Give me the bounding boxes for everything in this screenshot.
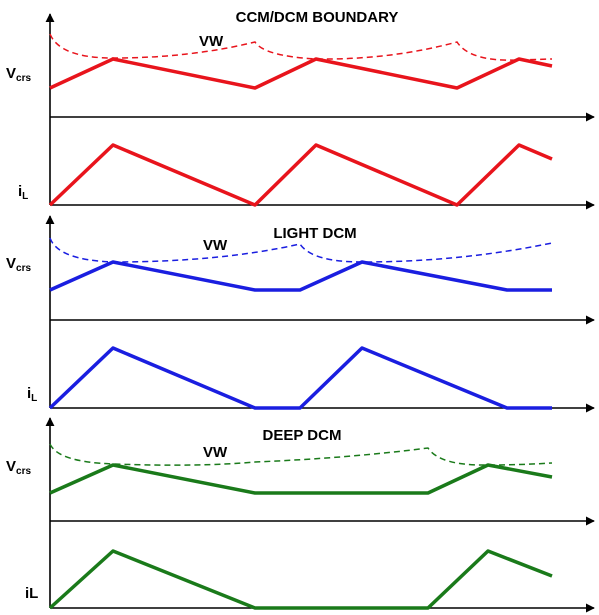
panel-title: DEEP DCM	[263, 427, 342, 444]
panel-title: LIGHT DCM	[273, 225, 356, 242]
panel-ccm-dcm-boundary: CCM/DCM BOUNDARY VW Vcrs iL	[6, 9, 595, 210]
vcrs-waveform	[49, 57, 553, 90]
vcrs-label: Vcrs	[6, 458, 31, 477]
vcrs-waveform	[49, 260, 552, 292]
il-waveform	[48, 346, 552, 410]
vw-label: VW	[203, 444, 228, 461]
vw-waveform	[49, 443, 553, 466]
vw-label: VW	[199, 33, 224, 50]
vw-label: VW	[203, 237, 228, 254]
vcrs-label: Vcrs	[6, 255, 31, 274]
panel-title: CCM/DCM BOUNDARY	[236, 9, 399, 26]
il-waveform	[48, 143, 553, 207]
vcrs-label: Vcrs	[6, 65, 31, 84]
il-waveform	[48, 549, 553, 610]
panel-light-dcm: LIGHT DCM VW Vcrs iL	[6, 215, 595, 413]
il-label: iL	[18, 183, 28, 202]
panel-deep-dcm: DEEP DCM VW Vcrs iL	[6, 417, 595, 613]
il-label: iL	[27, 385, 37, 404]
vcrs-waveform	[49, 463, 553, 495]
il-label: iL	[25, 585, 38, 602]
vw-waveform	[49, 33, 553, 61]
